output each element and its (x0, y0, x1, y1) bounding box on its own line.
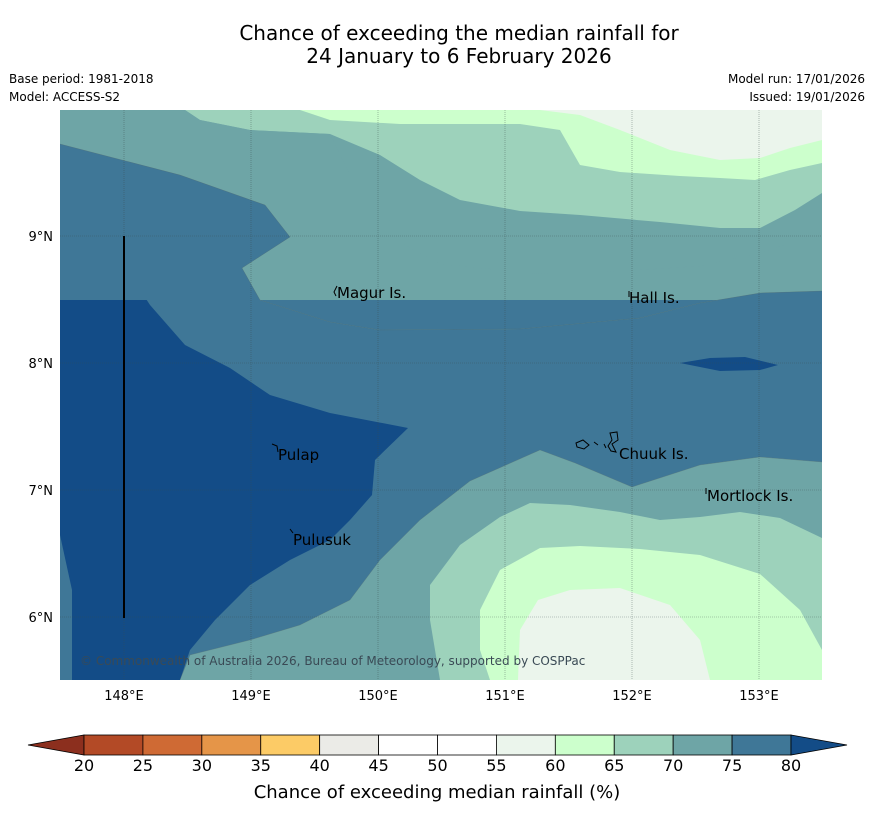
colorbar-tick-label: 55 (486, 756, 506, 775)
label-mortlock: Mortlock Is. (707, 487, 793, 505)
lon-labels: 148°E 149°E 150°E 151°E 152°E 153°E (104, 689, 779, 704)
colorbar-tick-label: 45 (368, 756, 388, 775)
contour-line-2 (179, 449, 822, 680)
label-magur: Magur Is. (337, 284, 406, 302)
chuuk-islands-icon (575, 431, 619, 453)
lat-label-9n: 9°N (29, 230, 54, 245)
colorbar-segment (731, 734, 792, 756)
colorbar-tick-label: 50 (427, 756, 447, 775)
lat-label-6n: 6°N (29, 611, 54, 626)
lat-label-8n: 8°N (29, 357, 54, 372)
colorbar-segment (319, 734, 379, 756)
colorbar-segment (554, 734, 615, 756)
colorbar-tick-label: 75 (722, 756, 742, 775)
colorbar-title: Chance of exceeding median rainfall (%) (254, 782, 621, 803)
contour-field: Magur Is. Hall Is. Pulap Chuuk Is. Mortl… (60, 110, 822, 680)
lon-label-152e: 152°E (612, 689, 652, 704)
colorbar-under-arrow (27, 734, 85, 756)
contour-55-60-south (518, 588, 710, 680)
pulusuk-island-icon (289, 528, 294, 534)
lat-label-7n: 7°N (29, 484, 54, 499)
colorbar-segment (613, 734, 674, 756)
colorbar-tick-label: 35 (251, 756, 271, 775)
contour-80-plus-west (60, 255, 408, 680)
lon-label-151e: 151°E (485, 689, 525, 704)
colorbar-segment (260, 734, 321, 756)
colorbar-segments (83, 734, 792, 756)
lon-label-148e: 148°E (104, 689, 144, 704)
meta-left: Base period: 1981-2018 Model: ACCESS-S2 (9, 70, 154, 106)
title-line-2: 24 January to 6 February 2026 (306, 44, 612, 68)
label-pulap: Pulap (278, 446, 319, 464)
pulap-island-icon (271, 443, 279, 453)
meta-right: Model run: 17/01/2026 Issued: 19/01/2026 (728, 70, 865, 106)
base-period: Base period: 1981-2018 (9, 72, 154, 86)
label-pulusuk: Pulusuk (293, 531, 351, 549)
issued-date: Issued: 19/01/2026 (749, 90, 865, 104)
colorbar-tick-label: 25 (133, 756, 153, 775)
contour-70-75-north-cut (60, 110, 822, 330)
title-line-1: Chance of exceeding the median rainfall … (239, 21, 679, 45)
colorbar: 20 25 30 35 40 45 50 55 60 65 70 75 80 Chance of exc… (27, 734, 848, 803)
magur-island-icon (333, 285, 338, 297)
model-run: Model run: 17/01/2026 (727, 72, 865, 86)
colorbar-tick-label: 30 (192, 756, 212, 775)
colorbar-tick-label: 60 (545, 756, 565, 775)
contour-lines (60, 143, 822, 680)
lon-label-150e: 150°E (358, 689, 398, 704)
lon-label-149e: 149°E (231, 689, 271, 704)
colorbar-segment (496, 734, 556, 756)
copyright-notice: © Commonwealth of Australia 2026, Bureau… (80, 654, 585, 668)
colorbar-segment (437, 734, 497, 756)
label-chuuk: Chuuk Is. (619, 445, 688, 463)
contour-line-1 (60, 143, 822, 331)
colorbar-tick-label: 80 (781, 756, 801, 775)
colorbar-tick-labels: 20 25 30 35 40 45 50 55 60 65 70 75 80 (74, 756, 801, 775)
colorbar-tick-label: 40 (309, 756, 329, 775)
colorbar-tick-label: 65 (604, 756, 624, 775)
contour-55-60-north (540, 110, 822, 160)
colorbar-segment (142, 734, 203, 756)
label-hall: Hall Is. (629, 289, 680, 307)
colorbar-tick-label: 70 (663, 756, 683, 775)
colorbar-over-arrow (790, 734, 848, 756)
contour-80-plus-east (680, 357, 778, 371)
lon-label-153e: 153°E (739, 689, 779, 704)
model-name: Model: ACCESS-S2 (9, 90, 121, 104)
islands (271, 285, 707, 534)
colorbar-tick-label: 20 (74, 756, 94, 775)
lat-labels: 9°N 8°N 7°N 6°N (29, 230, 54, 626)
map-title: Chance of exceeding the median rainfall … (0, 22, 873, 68)
colorbar-segment (83, 734, 144, 756)
colorbar-segment (201, 734, 262, 756)
colorbar-segment (378, 734, 438, 756)
colorbar-segment (672, 734, 733, 756)
